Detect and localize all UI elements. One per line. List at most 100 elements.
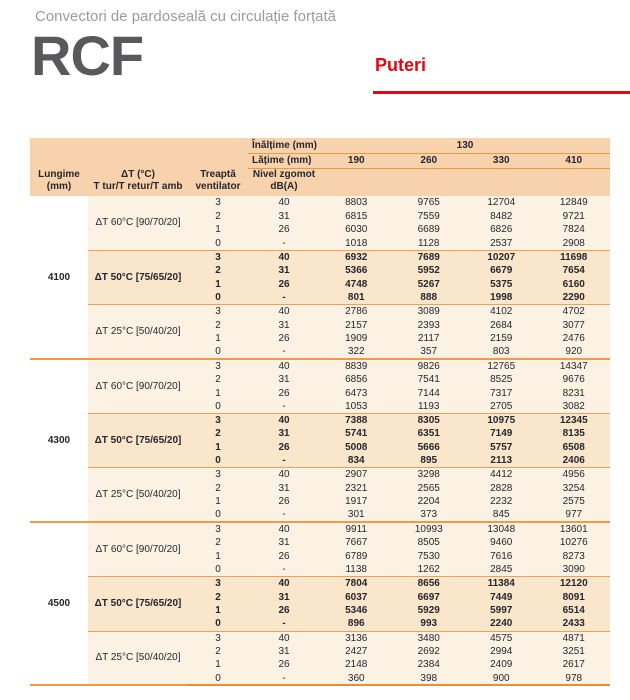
noise-level-cell: 31 [248, 644, 320, 659]
power-value-cell: 12765 [465, 359, 538, 373]
fan-speed-cell: 2 [188, 209, 248, 224]
power-value-cell: 8231 [537, 386, 610, 400]
power-value-cell: 3136 [320, 631, 393, 645]
noise-level-cell: 31 [248, 263, 320, 278]
noise-level-cell: 40 [248, 359, 320, 373]
noise-level-cell: 26 [248, 331, 320, 346]
power-value-cell: 9765 [392, 196, 465, 210]
power-value-cell: 322 [320, 345, 393, 361]
power-value-cell: 7317 [465, 386, 538, 400]
fan-speed-cell: 0 [188, 508, 248, 524]
noise-level-cell: 31 [248, 318, 320, 332]
power-value-cell: 11698 [537, 250, 610, 264]
length-cell: 4300 [30, 359, 88, 524]
power-value-cell: 2157 [320, 318, 393, 332]
delta-t-cell: ΔT 50°C [75/65/20] [88, 250, 188, 306]
power-value-cell: 801 [320, 291, 393, 306]
table-row: 2 31 2321 2565 2828 3254 [30, 481, 610, 496]
power-value-cell: 360 [320, 671, 393, 687]
table-row: 2 31 7667 8505 9460 10276 [30, 535, 610, 550]
fan-speed-cell: 3 [188, 359, 248, 373]
power-value-cell: 1053 [320, 399, 393, 414]
noise-level-cell: - [248, 563, 320, 578]
noise-level-cell: 26 [248, 603, 320, 618]
power-value-cell: 1193 [392, 399, 465, 414]
table-row: 0-896 993 2240 2433 [30, 617, 610, 632]
header-spacer [320, 168, 610, 196]
table-row: 1 26 6473 7144 7317 8231 [30, 386, 610, 400]
power-value-cell: 2204 [392, 495, 465, 509]
power-value-cell: 5929 [392, 603, 465, 618]
power-value-cell: 10276 [537, 535, 610, 550]
power-value-cell: 888 [392, 291, 465, 306]
width-value-410: 410 [537, 153, 610, 169]
table-row: 0-801 888 1998 2290 [30, 291, 610, 306]
fan-speed-cell: 1 [188, 549, 248, 564]
fan-speed-cell: 2 [188, 372, 248, 387]
header-spacer [30, 153, 248, 168]
power-value-cell: 9826 [392, 359, 465, 373]
power-value-cell: 8525 [465, 372, 538, 387]
power-value-cell: 2575 [537, 495, 610, 509]
power-value-cell: 7654 [537, 263, 610, 278]
power-value-cell: 2159 [465, 331, 538, 346]
power-value-cell: 8135 [537, 427, 610, 441]
noise-level-cell: - [248, 399, 320, 414]
power-value-cell: 6697 [392, 590, 465, 604]
power-value-cell: 8505 [392, 535, 465, 550]
power-value-cell: 2684 [465, 318, 538, 332]
power-value-cell: 7689 [392, 250, 465, 264]
power-value-cell: 9721 [537, 209, 610, 224]
power-value-cell: 2908 [537, 236, 610, 251]
section-underline [373, 91, 630, 94]
power-value-cell: 10207 [465, 250, 538, 264]
power-value-cell: 2427 [320, 644, 393, 659]
power-value-cell: 834 [320, 454, 393, 469]
power-value-cell: 6826 [465, 223, 538, 237]
power-value-cell: 2994 [465, 644, 538, 659]
product-model-title: RCF [31, 24, 144, 87]
table-row: 2 31 6856 7541 8525 9676 [30, 372, 610, 387]
power-value-cell: 7149 [465, 427, 538, 441]
fan-speed-cell: 2 [188, 644, 248, 659]
power-value-cell: 13601 [537, 522, 610, 536]
fan-speed-column-header: Treaptă ventilator [188, 168, 248, 196]
power-value-cell: 3298 [392, 467, 465, 482]
fan-speed-cell: 2 [188, 535, 248, 550]
fan-speed-cell: 0 [188, 671, 248, 687]
length-cell: 4100 [30, 196, 88, 361]
fan-speed-cell: 0 [188, 236, 248, 251]
table-row: 2 31 6037 6697 7449 8091 [30, 590, 610, 604]
noise-level-cell: 31 [248, 481, 320, 496]
noise-level-cell: 40 [248, 631, 320, 645]
power-value-cell: 7616 [465, 549, 538, 564]
noise-level-cell: 40 [248, 522, 320, 536]
power-value-cell: 7530 [392, 549, 465, 564]
power-value-cell: 2232 [465, 495, 538, 509]
power-value-cell: 5666 [392, 440, 465, 455]
fan-speed-cell: 3 [188, 467, 248, 482]
table-row: 1 26 1909 2117 2159 2476 [30, 331, 610, 346]
power-value-cell: 5346 [320, 603, 393, 618]
power-value-cell: 398 [392, 671, 465, 687]
fan-speed-cell: 0 [188, 399, 248, 414]
power-value-cell: 8656 [392, 576, 465, 591]
fan-speed-cell: 3 [188, 576, 248, 591]
power-value-cell: 977 [537, 508, 610, 524]
power-value-cell: 4702 [537, 304, 610, 319]
fan-speed-cell: 3 [188, 413, 248, 428]
noise-level-cell: - [248, 508, 320, 524]
delta-t-cell: ΔT 60°C [90/70/20] [88, 522, 188, 578]
fan-speed-cell: 1 [188, 277, 248, 292]
power-value-cell: 5997 [465, 603, 538, 618]
power-value-cell: 1262 [392, 563, 465, 578]
table-row: 1 26 5346 5929 5997 6514 [30, 603, 610, 618]
power-value-cell: 1138 [320, 563, 393, 578]
length-cell: 4500 [30, 522, 88, 687]
power-value-cell: 1909 [320, 331, 393, 346]
power-value-cell: 4102 [465, 304, 538, 319]
table-row: 0-834 895 2113 2406 [30, 454, 610, 469]
power-value-cell: 6856 [320, 372, 393, 387]
power-value-cell: 920 [537, 345, 610, 361]
table-row: 1 26 4748 5267 5375 6160 [30, 277, 610, 292]
